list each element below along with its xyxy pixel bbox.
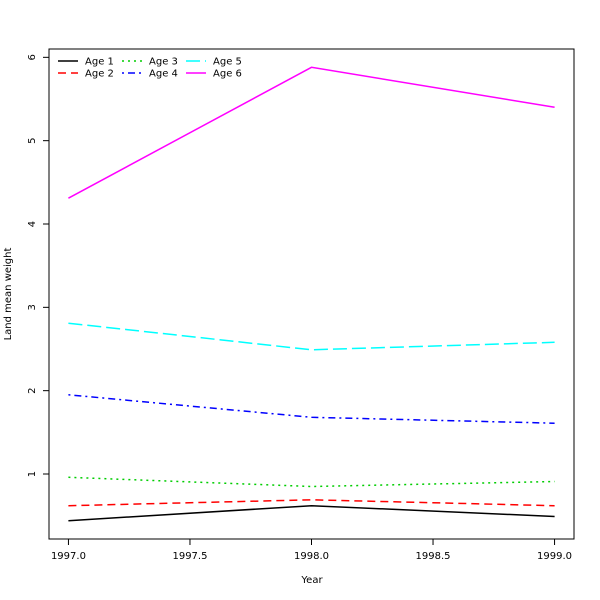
- y-tick-label: 4: [27, 221, 38, 227]
- series-line-age-6: [68, 66, 555, 199]
- x-axis: 1997.0 1997.5 1998.0 1998.5 1999.0: [51, 539, 572, 562]
- y-tick-label: 3: [27, 304, 38, 310]
- x-tick-label: 1998.0: [294, 551, 329, 562]
- legend-label-age-1: Age 1: [85, 57, 114, 68]
- x-tick-label: 1997.5: [172, 551, 207, 562]
- series-line-age-3: [68, 476, 555, 488]
- legend-label-age-4: Age 4: [149, 69, 178, 80]
- x-tick-label: 1998.5: [416, 551, 451, 562]
- legend-label-age-3: Age 3: [149, 57, 178, 68]
- y-tick-label: 1: [27, 471, 38, 477]
- series-line-age-2: [68, 499, 555, 507]
- legend-label-age-6: Age 6: [213, 69, 242, 80]
- series-layer: [68, 66, 555, 522]
- series-line-age-4: [68, 394, 555, 424]
- x-axis-title: Year: [300, 575, 323, 586]
- plot-area: [48, 48, 575, 540]
- y-tick-label: 6: [27, 54, 38, 60]
- series-line-age-1: [68, 504, 555, 522]
- x-tick-label: 1999.0: [537, 551, 572, 562]
- x-tick-label: 1997.0: [51, 551, 86, 562]
- y-axis-title: Land mean weight: [3, 248, 14, 341]
- series-line-age-5: [68, 322, 555, 351]
- legend-label-age-2: Age 2: [85, 69, 114, 80]
- y-tick-label: 5: [27, 137, 38, 143]
- legend-label-age-5: Age 5: [213, 57, 242, 68]
- y-tick-label: 2: [27, 387, 38, 393]
- y-axis: 1 2 3 4 5 6: [27, 54, 49, 477]
